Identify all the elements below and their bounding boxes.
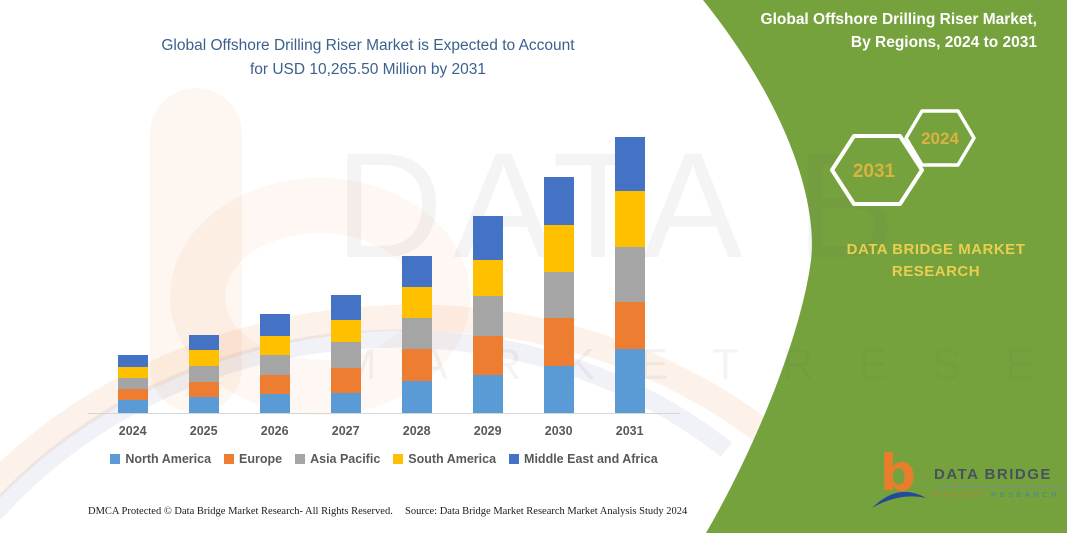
bar-2030 <box>543 176 574 413</box>
segment-2025-north-america <box>188 397 219 413</box>
logo-subtitle: MARKET RESEARCH <box>934 490 1064 499</box>
segment-2031-asia-pacific <box>614 246 645 303</box>
hexagon-2031-label: 2031 <box>853 161 896 182</box>
bar-2029 <box>472 215 503 413</box>
panel-brand-text: DATA BRIDGE MARKET RESEARCH <box>820 239 1052 283</box>
x-axis-label-2029: 2029 <box>473 424 502 438</box>
hexagon-badge-2031: 2031 <box>830 134 924 206</box>
panel-header-line1: Global Offshore Drilling Riser Market, <box>760 11 1037 28</box>
segment-2027-middle-east-and-africa <box>330 295 361 320</box>
segment-2029-north-america <box>472 374 503 413</box>
segment-2026-south-america <box>259 336 290 356</box>
legend-label: Middle East and Africa <box>524 452 658 466</box>
bar-2028 <box>401 255 432 413</box>
segment-2028-middle-east-and-africa <box>401 255 432 288</box>
legend-swatch-icon <box>393 454 404 464</box>
panel-header: Global Offshore Drilling Riser Market, B… <box>677 8 1037 54</box>
segment-2030-asia-pacific <box>543 272 574 319</box>
bar-2025 <box>188 335 219 413</box>
segment-2026-europe <box>259 374 290 394</box>
x-axis-label-2031: 2031 <box>615 424 644 438</box>
segment-2025-middle-east-and-africa <box>188 335 219 351</box>
logo-subtitle-research: RESEARCH <box>991 490 1060 499</box>
segment-2029-europe <box>472 336 503 375</box>
segment-2030-north-america <box>543 365 574 413</box>
segment-2030-middle-east-and-africa <box>543 176 574 225</box>
segment-2030-europe <box>543 318 574 366</box>
segment-2026-middle-east-and-africa <box>259 314 290 337</box>
legend-label: Europe <box>239 452 283 466</box>
x-axis-label-2030: 2030 <box>544 424 573 438</box>
chart-title-line2: for USD 10,265.50 Million by 2031 <box>249 61 487 78</box>
segment-2024-europe <box>117 389 148 401</box>
x-axis-label-2025: 2025 <box>189 424 218 438</box>
panel-header-line2: By Regions, 2024 to 2031 <box>850 34 1037 51</box>
chart-title: Global Offshore Drilling Riser Market is… <box>98 34 638 82</box>
bar-2026 <box>259 314 290 413</box>
segment-2024-north-america <box>117 400 148 413</box>
legend-item-north-america: North America <box>110 452 211 466</box>
legend-swatch-icon <box>110 454 121 464</box>
segment-2025-europe <box>188 381 219 397</box>
x-axis-label-2028: 2028 <box>402 424 431 438</box>
footer-dmca-text: DMCA Protected © Data Bridge Market Rese… <box>88 506 393 517</box>
segment-2026-north-america <box>259 393 290 413</box>
panel-brand-line2: RESEARCH <box>891 263 981 280</box>
segment-2028-asia-pacific <box>401 317 432 349</box>
legend-item-south-america: South America <box>393 452 496 466</box>
x-axis-label-2026: 2026 <box>260 424 289 438</box>
bar-2027 <box>330 295 361 413</box>
segment-2024-middle-east-and-africa <box>117 354 148 368</box>
segment-2029-south-america <box>472 259 503 297</box>
data-bridge-logo: b DATA BRIDGE MARKET RESEARCH <box>872 444 1064 524</box>
stacked-bar-plot: 2024 2025 2026 2027 2028 2029 2030 2031 <box>88 120 680 438</box>
legend-item-middle-east-and-africa: Middle East and Africa <box>509 452 658 466</box>
segment-2030-south-america <box>543 224 574 273</box>
segment-2029-asia-pacific <box>472 296 503 337</box>
legend-swatch-icon <box>295 454 306 464</box>
segment-2031-north-america <box>614 348 645 413</box>
logo-name: DATA BRIDGE <box>934 466 1064 487</box>
segment-2026-asia-pacific <box>259 355 290 375</box>
logo-swoosh-icon <box>872 491 926 508</box>
hexagon-2024-label: 2024 <box>921 129 959 148</box>
bar-2024 <box>117 354 148 413</box>
chart-legend: North America Europe Asia Pacific South Ame… <box>88 452 680 466</box>
segment-2028-north-america <box>401 381 432 413</box>
segment-2031-south-america <box>614 191 645 247</box>
segment-2028-europe <box>401 348 432 382</box>
segment-2031-europe <box>614 302 645 349</box>
footer-source-text: Source: Data Bridge Market Research Mark… <box>405 506 688 517</box>
data-bridge-logo-icon: b <box>872 444 930 518</box>
segment-2029-middle-east-and-africa <box>472 215 503 260</box>
segment-2027-north-america <box>330 393 361 413</box>
legend-swatch-icon <box>224 454 235 464</box>
segment-2027-south-america <box>330 319 361 343</box>
segment-2024-asia-pacific <box>117 378 148 390</box>
legend-label: Asia Pacific <box>310 452 381 466</box>
segment-2031-middle-east-and-africa <box>614 137 645 192</box>
segment-2027-asia-pacific <box>330 342 361 368</box>
panel-brand-line1: DATA BRIDGE MARKET <box>846 241 1026 258</box>
segment-2025-asia-pacific <box>188 365 219 382</box>
legend-label: North America <box>125 452 212 466</box>
legend-item-asia-pacific: Asia Pacific <box>295 452 380 466</box>
segment-2025-south-america <box>188 350 219 366</box>
x-axis-label-2024: 2024 <box>118 424 147 438</box>
legend-item-europe: Europe <box>224 452 282 466</box>
chart-title-line1: Global Offshore Drilling Riser Market is… <box>161 37 575 54</box>
x-axis-label-2027: 2027 <box>331 424 360 438</box>
segment-2027-europe <box>330 367 361 393</box>
legend-label: South America <box>408 452 497 466</box>
logo-text: DATA BRIDGE MARKET RESEARCH <box>934 466 1064 499</box>
bar-2031 <box>614 137 645 413</box>
segment-2024-south-america <box>117 367 148 379</box>
legend-swatch-icon <box>509 454 520 464</box>
segment-2028-south-america <box>401 287 432 318</box>
logo-subtitle-market: MARKET <box>934 490 986 499</box>
